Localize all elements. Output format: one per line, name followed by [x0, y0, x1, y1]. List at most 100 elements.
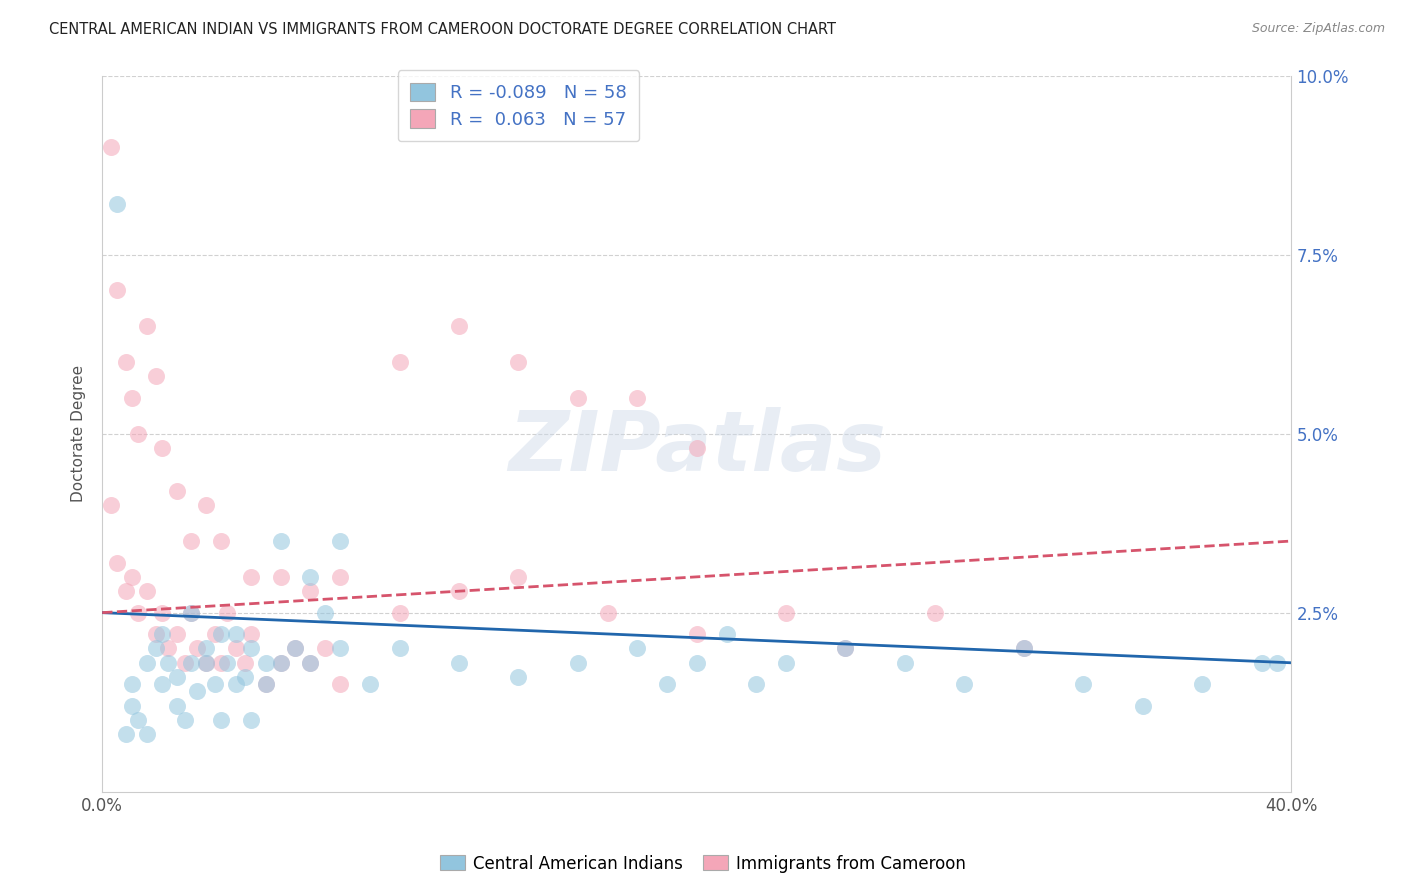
Point [166, 627, 188, 641]
Point [195, 498, 218, 512]
Point [233, 670, 256, 684]
Point [180, 606, 202, 620]
Point [135, 319, 157, 334]
Point [1012, 641, 1035, 656]
Point [156, 656, 179, 670]
Point [686, 656, 709, 670]
Point [775, 606, 797, 620]
Point [105, 197, 128, 211]
Point [299, 584, 322, 599]
Point [299, 656, 322, 670]
Point [225, 641, 247, 656]
Point [135, 727, 157, 741]
Point [209, 713, 232, 727]
Point [105, 284, 128, 298]
Point [233, 656, 256, 670]
Point [100, 140, 122, 154]
Point [299, 656, 322, 670]
Point [284, 641, 307, 656]
Point [596, 606, 619, 620]
Point [135, 584, 157, 599]
Point [156, 641, 179, 656]
Point [225, 627, 247, 641]
Point [121, 391, 143, 405]
Point [953, 677, 976, 691]
Point [174, 713, 197, 727]
Point [195, 656, 218, 670]
Point [775, 656, 797, 670]
Point [195, 656, 218, 670]
Legend: R = -0.089   N = 58, R =  0.063   N = 57: R = -0.089 N = 58, R = 0.063 N = 57 [398, 70, 640, 142]
Point [254, 656, 277, 670]
Point [1073, 677, 1095, 691]
Point [254, 677, 277, 691]
Point [150, 677, 173, 691]
Y-axis label: Doctorate Degree: Doctorate Degree [72, 365, 86, 502]
Point [209, 534, 232, 549]
Point [225, 677, 247, 691]
Point [239, 641, 262, 656]
Point [388, 641, 411, 656]
Point [105, 556, 128, 570]
Text: ZIPatlas: ZIPatlas [508, 408, 886, 489]
Point [745, 677, 768, 691]
Point [567, 656, 589, 670]
Point [388, 355, 411, 369]
Point [834, 641, 856, 656]
Point [166, 483, 188, 498]
Point [217, 656, 239, 670]
Point [314, 641, 336, 656]
Text: Source: ZipAtlas.com: Source: ZipAtlas.com [1251, 22, 1385, 36]
Point [121, 698, 143, 713]
Point [115, 727, 138, 741]
Point [388, 606, 411, 620]
Point [626, 391, 648, 405]
Point [186, 641, 208, 656]
Point [329, 641, 352, 656]
Point [145, 641, 167, 656]
Text: CENTRAL AMERICAN INDIAN VS IMMIGRANTS FROM CAMEROON DOCTORATE DEGREE CORRELATION: CENTRAL AMERICAN INDIAN VS IMMIGRANTS FR… [49, 22, 837, 37]
Point [145, 627, 167, 641]
Point [447, 319, 470, 334]
Point [447, 584, 470, 599]
Point [329, 570, 352, 584]
Point [508, 670, 530, 684]
Point [217, 606, 239, 620]
Point [166, 670, 188, 684]
Point [508, 570, 530, 584]
Point [567, 391, 589, 405]
Legend: Central American Indians, Immigrants from Cameroon: Central American Indians, Immigrants fro… [433, 848, 973, 880]
Point [834, 641, 856, 656]
Point [329, 677, 352, 691]
Point [894, 656, 917, 670]
Point [204, 677, 226, 691]
Point [150, 627, 173, 641]
Point [447, 656, 470, 670]
Point [100, 498, 122, 512]
Point [174, 656, 197, 670]
Point [329, 534, 352, 549]
Point [239, 627, 262, 641]
Point [209, 627, 232, 641]
Point [115, 584, 138, 599]
Point [299, 570, 322, 584]
Point [127, 713, 149, 727]
Point [239, 570, 262, 584]
Point [270, 534, 292, 549]
Point [135, 656, 157, 670]
Point [121, 570, 143, 584]
Point [270, 656, 292, 670]
Point [284, 641, 307, 656]
Point [924, 606, 946, 620]
Point [115, 355, 138, 369]
Point [209, 656, 232, 670]
Point [121, 677, 143, 691]
Point [314, 606, 336, 620]
Point [1191, 677, 1213, 691]
Point [1012, 641, 1035, 656]
Point [716, 627, 738, 641]
Point [1132, 698, 1154, 713]
Point [127, 606, 149, 620]
Point [204, 627, 226, 641]
Point [239, 713, 262, 727]
